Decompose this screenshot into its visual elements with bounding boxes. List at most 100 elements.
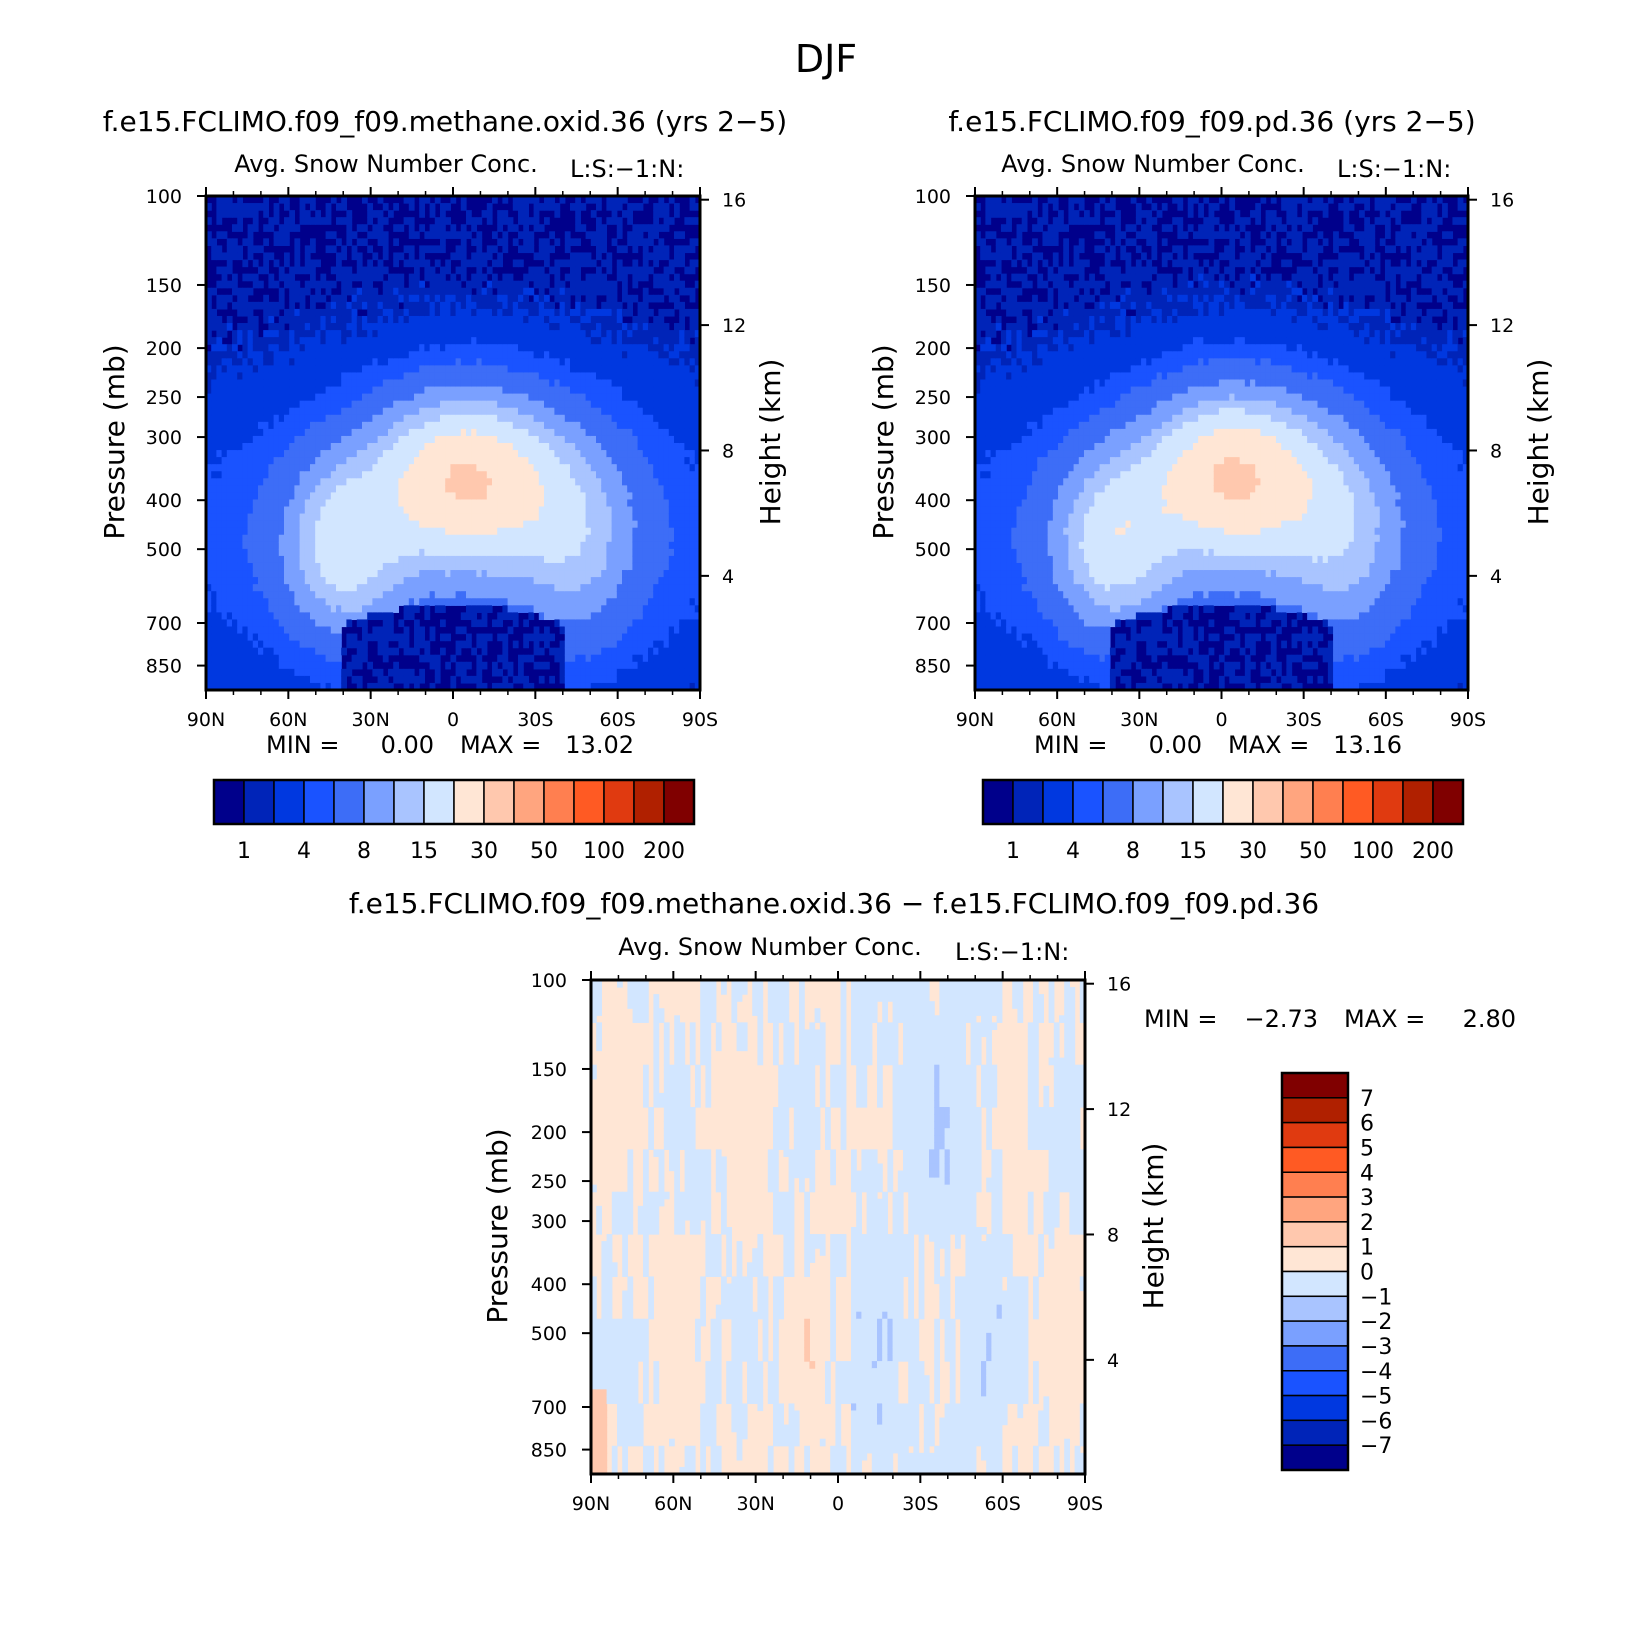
contour-cell [216, 527, 223, 536]
contour-cell [460, 344, 467, 352]
contour-cell [596, 682, 602, 691]
contour-cell [362, 485, 368, 493]
contour-cell [512, 294, 519, 303]
contour-cell [226, 548, 233, 557]
contour-cell [580, 555, 587, 564]
contour-cell [585, 231, 592, 239]
contour-cell [221, 471, 228, 479]
contour-cell [372, 682, 379, 691]
contour-cell [440, 485, 446, 493]
contour-cell [632, 238, 639, 246]
contour-cell [325, 344, 332, 352]
contour-cell [341, 372, 347, 381]
contour-cell [596, 640, 602, 649]
contour-cell [304, 492, 311, 501]
contour-cell [533, 379, 540, 388]
contour-cell [382, 513, 389, 522]
contour-cell [601, 386, 607, 395]
contour-cell [252, 485, 259, 493]
contour-cell [471, 421, 477, 430]
contour-cell [211, 421, 217, 430]
contour-cell [336, 640, 342, 649]
contour-cell [211, 471, 217, 479]
contour-cell [554, 471, 561, 479]
contour-cell [247, 478, 254, 486]
contour-cell [336, 520, 342, 529]
contour-cell [440, 280, 446, 289]
contour-cell [304, 478, 311, 486]
contour-cell [284, 252, 290, 261]
contour-cell [523, 301, 529, 310]
contour-cell [580, 612, 587, 621]
contour-cell [263, 668, 269, 677]
contour-cell [424, 478, 431, 486]
contour-cell [294, 365, 301, 374]
contour-cell [221, 344, 228, 352]
contour-cell [252, 640, 259, 649]
contour-cell [507, 464, 514, 472]
contour-cell [232, 435, 238, 444]
contour-cell [247, 238, 254, 246]
contour-cell [622, 386, 628, 395]
contour-cell [538, 548, 545, 557]
contour-cell [611, 513, 618, 522]
contour-cell [247, 287, 254, 296]
contour-cell [585, 294, 592, 303]
contour-cell [596, 435, 602, 444]
contour-cell [502, 661, 509, 670]
contour-cell [325, 330, 332, 338]
contour-cell [440, 464, 446, 472]
contour-cell [601, 675, 607, 684]
contour-cell [320, 668, 327, 677]
contour-cell [502, 478, 509, 486]
contour-cell [434, 414, 441, 423]
contour-cell [601, 238, 607, 246]
contour-cell [221, 647, 228, 656]
contour-cell [533, 210, 540, 218]
contour-cell [627, 400, 633, 409]
contour-cell [424, 654, 431, 663]
contour-cell [502, 217, 509, 225]
contour-cell [492, 478, 498, 486]
contour-cell [268, 591, 275, 599]
contour-cell [559, 294, 566, 303]
contour-cell [206, 457, 212, 465]
contour-cell [564, 231, 571, 239]
contour-cell [372, 555, 379, 564]
contour-cell [497, 259, 503, 268]
contour-cell [486, 570, 493, 578]
contour-cell [393, 400, 399, 409]
contour-cell [242, 351, 249, 359]
contour-cell [242, 393, 249, 402]
contour-cell [486, 548, 493, 557]
contour-cell [356, 414, 363, 423]
contour-cell [393, 548, 399, 557]
contour-cell [278, 605, 285, 613]
contour-cell [330, 280, 337, 289]
contour-cell [294, 534, 301, 543]
contour-cell [481, 308, 488, 317]
contour-cell [232, 351, 238, 359]
contour-cell [284, 457, 290, 465]
contour-cell [247, 330, 254, 338]
contour-cell [346, 344, 353, 352]
contour-cell [486, 421, 493, 430]
contour-cell [315, 633, 321, 642]
contour-cell [616, 407, 623, 416]
contour-cell [492, 308, 498, 317]
contour-cell [393, 203, 399, 211]
contour-cell [450, 393, 457, 402]
contour-cell [304, 562, 311, 571]
contour-cell [403, 386, 410, 395]
contour-cell [497, 577, 503, 585]
contour-cell [476, 365, 483, 374]
contour-cell [408, 294, 415, 303]
contour-cell [216, 591, 223, 599]
contour-cell [325, 577, 332, 585]
contour-cell [206, 577, 212, 585]
contour-cell [570, 323, 576, 331]
contour-cell [606, 294, 613, 303]
contour-cell [632, 478, 639, 486]
contour-cell [304, 443, 311, 451]
contour-cell [554, 203, 561, 211]
